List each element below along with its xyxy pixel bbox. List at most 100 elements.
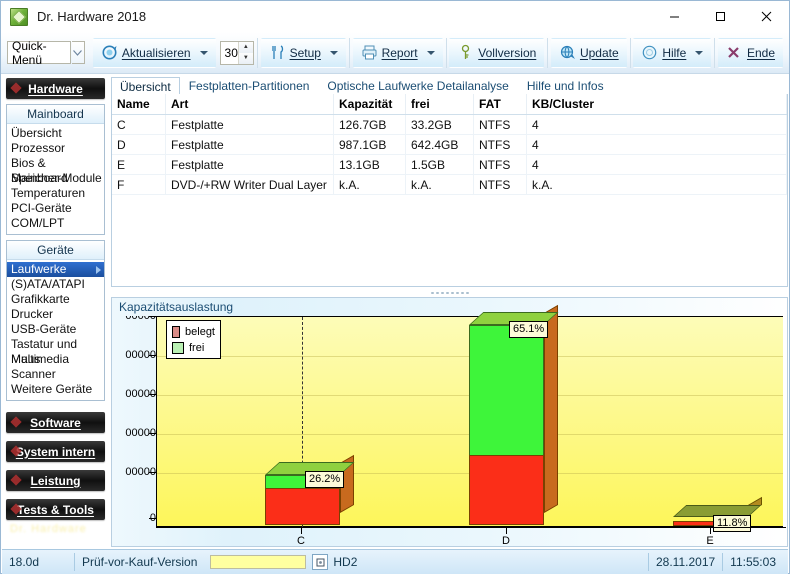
x-tick-label-e: E	[706, 535, 714, 547]
interval-stepper[interactable]: 30 ▲ ▼	[219, 40, 254, 65]
status-edition: Prüf-vor-Kauf-Version	[82, 555, 198, 569]
sidebar-item-multimedia[interactable]: Multimedia	[11, 352, 70, 366]
legend-swatch-belegt-icon	[172, 326, 181, 338]
sidebar-item-prozessor[interactable]: Prozessor	[11, 141, 66, 155]
bullet-icon	[10, 416, 22, 428]
table-row[interactable]: C Festplatte 126.7GB 33.2GB NTFS 4	[112, 114, 787, 135]
sidebar-category-tests-tools[interactable]: Tests & Tools	[6, 499, 105, 520]
table-header-row: Name Art Kapazität frei FAT KB/Cluster	[112, 94, 787, 115]
column-header-kapazitaet[interactable]: Kapazität	[333, 94, 406, 115]
setup-button[interactable]: Setup	[260, 37, 346, 68]
cell-frei: 1.5GB	[405, 154, 474, 175]
sidebar-item-usb-geraete[interactable]: USB-Geräte	[11, 322, 77, 336]
table-row[interactable]: F DVD-/+RW Writer Dual Layer k.A. k.A. N…	[112, 174, 787, 195]
cell-name: D	[112, 134, 166, 155]
sidebar-item-sata-atapi[interactable]: (S)ATA/ATAPI	[11, 277, 85, 291]
cell-name: F	[112, 174, 166, 195]
cell-kb-cluster: 4	[526, 134, 787, 155]
chevron-down-icon[interactable]	[426, 50, 435, 55]
legend-swatch-frei-icon	[172, 342, 184, 354]
chevron-down-icon[interactable]	[695, 50, 704, 55]
interval-up-icon[interactable]: ▲	[238, 41, 253, 53]
maximize-icon[interactable]	[697, 1, 743, 32]
column-header-frei[interactable]: frei	[405, 94, 474, 115]
close-icon[interactable]	[743, 1, 789, 32]
quick-menu-dropdown-icon[interactable]	[72, 41, 85, 64]
panel-splitter[interactable]	[111, 288, 788, 297]
splitter-grip-icon	[429, 290, 470, 295]
chart-plot-area: belegt frei 26.2%	[156, 304, 783, 532]
column-header-kb-cluster[interactable]: KB/Cluster	[526, 94, 787, 115]
sidebar-item-drucker[interactable]: Drucker	[11, 307, 54, 321]
tab-hilfe-und-infos[interactable]: Hilfe und Infos	[526, 79, 604, 93]
ende-button[interactable]: Ende	[717, 37, 784, 68]
printer-icon	[362, 45, 377, 60]
quick-menu-input[interactable]: Quick-Menü	[7, 38, 72, 67]
chart-label-c: 26.2%	[305, 471, 345, 488]
vollversion-label: Vollversion	[478, 45, 537, 60]
sidebar-category-system-intern-label: System intern	[15, 444, 96, 459]
chart-bar-d[interactable]	[469, 304, 559, 525]
window-controls	[651, 1, 789, 32]
tab-uebersicht[interactable]: Übersicht	[111, 77, 180, 95]
sidebar: Hardware Mainboard Übersicht Prozessor B…	[2, 75, 109, 547]
update-button[interactable]: Update	[550, 37, 627, 68]
column-header-art[interactable]: Art	[165, 94, 334, 115]
chart-legend: belegt frei	[166, 320, 221, 359]
interval-down-icon[interactable]: ▼	[238, 52, 253, 64]
sidebar-item-weitere-geraete[interactable]: Weitere Geräte	[11, 382, 93, 396]
status-right-group: 28.11.2017 11:55:03	[648, 552, 788, 572]
sidebar-category-system-intern[interactable]: System intern	[6, 441, 105, 462]
sidebar-category-software[interactable]: Software	[6, 412, 105, 433]
status-bar: 18.0d Prüf-vor-Kauf-Version HD2 28.11.20…	[2, 549, 788, 574]
cell-art: Festplatte	[165, 114, 334, 135]
sidebar-category-leistung[interactable]: Leistung	[6, 470, 105, 491]
sidebar-category-hardware-label: Hardware	[28, 81, 83, 96]
tab-festplatten-partitionen[interactable]: Festplatten-Partitionen	[188, 79, 310, 93]
cell-frei: 33.2GB	[405, 114, 474, 135]
drives-table-container: Name Art Kapazität frei FAT KB/Cluster C…	[111, 94, 788, 287]
sidebar-category-tests-tools-label: Tests & Tools	[17, 502, 94, 517]
sidebar-item-bios-mainboard[interactable]: Bios & Mainboard	[11, 156, 68, 185]
sidebar-item-laufwerke[interactable]: Laufwerke	[7, 262, 104, 277]
table-row[interactable]: D Festplatte 987.1GB 642.4GB NTFS 4	[112, 134, 787, 155]
minimize-icon[interactable]	[651, 1, 697, 32]
capacity-chart-panel: Kapazitätsauslastung 00000 00000 00000 0…	[111, 297, 788, 547]
bullet-icon	[10, 474, 22, 486]
interval-spin-buttons[interactable]: ▲ ▼	[237, 41, 253, 64]
disk-icon	[312, 554, 329, 570]
table-row[interactable]: E Festplatte 13.1GB 1.5GB NTFS 4	[112, 154, 787, 175]
chevron-down-icon[interactable]	[199, 50, 208, 55]
status-divider	[648, 553, 649, 571]
sidebar-list-geraete: Laufwerke (S)ATA/ATAPI Grafikkarte Druck…	[7, 260, 104, 400]
setup-label: Setup	[289, 45, 321, 60]
hilfe-label: Hilfe	[662, 45, 687, 60]
sidebar-category-leistung-label: Leistung	[30, 473, 81, 488]
sidebar-item-com-lpt[interactable]: COM/LPT	[11, 216, 65, 230]
cell-kb-cluster: 4	[526, 154, 787, 175]
sidebar-item-grafikkarte[interactable]: Grafikkarte	[11, 292, 70, 306]
sidebar-list-mainboard: Übersicht Prozessor Bios & Mainboard Spe…	[7, 124, 104, 234]
sidebar-item-temperaturen[interactable]: Temperaturen	[11, 186, 86, 200]
cell-art: DVD-/+RW Writer Dual Layer	[165, 174, 334, 195]
chevron-down-icon[interactable]	[329, 50, 338, 55]
interval-value: 30	[224, 45, 238, 60]
sidebar-item-pci-geraete[interactable]: PCI-Geräte	[11, 201, 72, 215]
sidebar-item-scanner[interactable]: Scanner	[11, 367, 56, 381]
column-header-fat[interactable]: FAT	[473, 94, 527, 115]
sidebar-item-speicher-module[interactable]: Speicher-Module	[11, 171, 102, 185]
status-progress-bar	[210, 555, 307, 569]
vollversion-button[interactable]: Vollversion	[449, 37, 545, 68]
toolbar: Quick-Menü Aktualisieren 30 ▲ ▼	[1, 32, 789, 74]
column-header-name[interactable]: Name	[112, 94, 166, 115]
sidebar-item-uebersicht[interactable]: Übersicht	[11, 126, 62, 140]
aktualisieren-button[interactable]: Aktualisieren	[92, 37, 216, 68]
hilfe-button[interactable]: Hilfe	[633, 37, 712, 68]
quick-menu-value: Quick-Menü	[12, 38, 47, 67]
tab-optische-laufwerke-detailanalyse[interactable]: Optische Laufwerke Detailanalyse	[327, 79, 509, 93]
report-button[interactable]: Report	[352, 37, 443, 68]
status-divider	[722, 553, 724, 571]
sidebar-item-tastatur-und-maus[interactable]: Tastatur und Maus	[11, 337, 78, 366]
sidebar-category-hardware[interactable]: Hardware	[6, 78, 105, 99]
